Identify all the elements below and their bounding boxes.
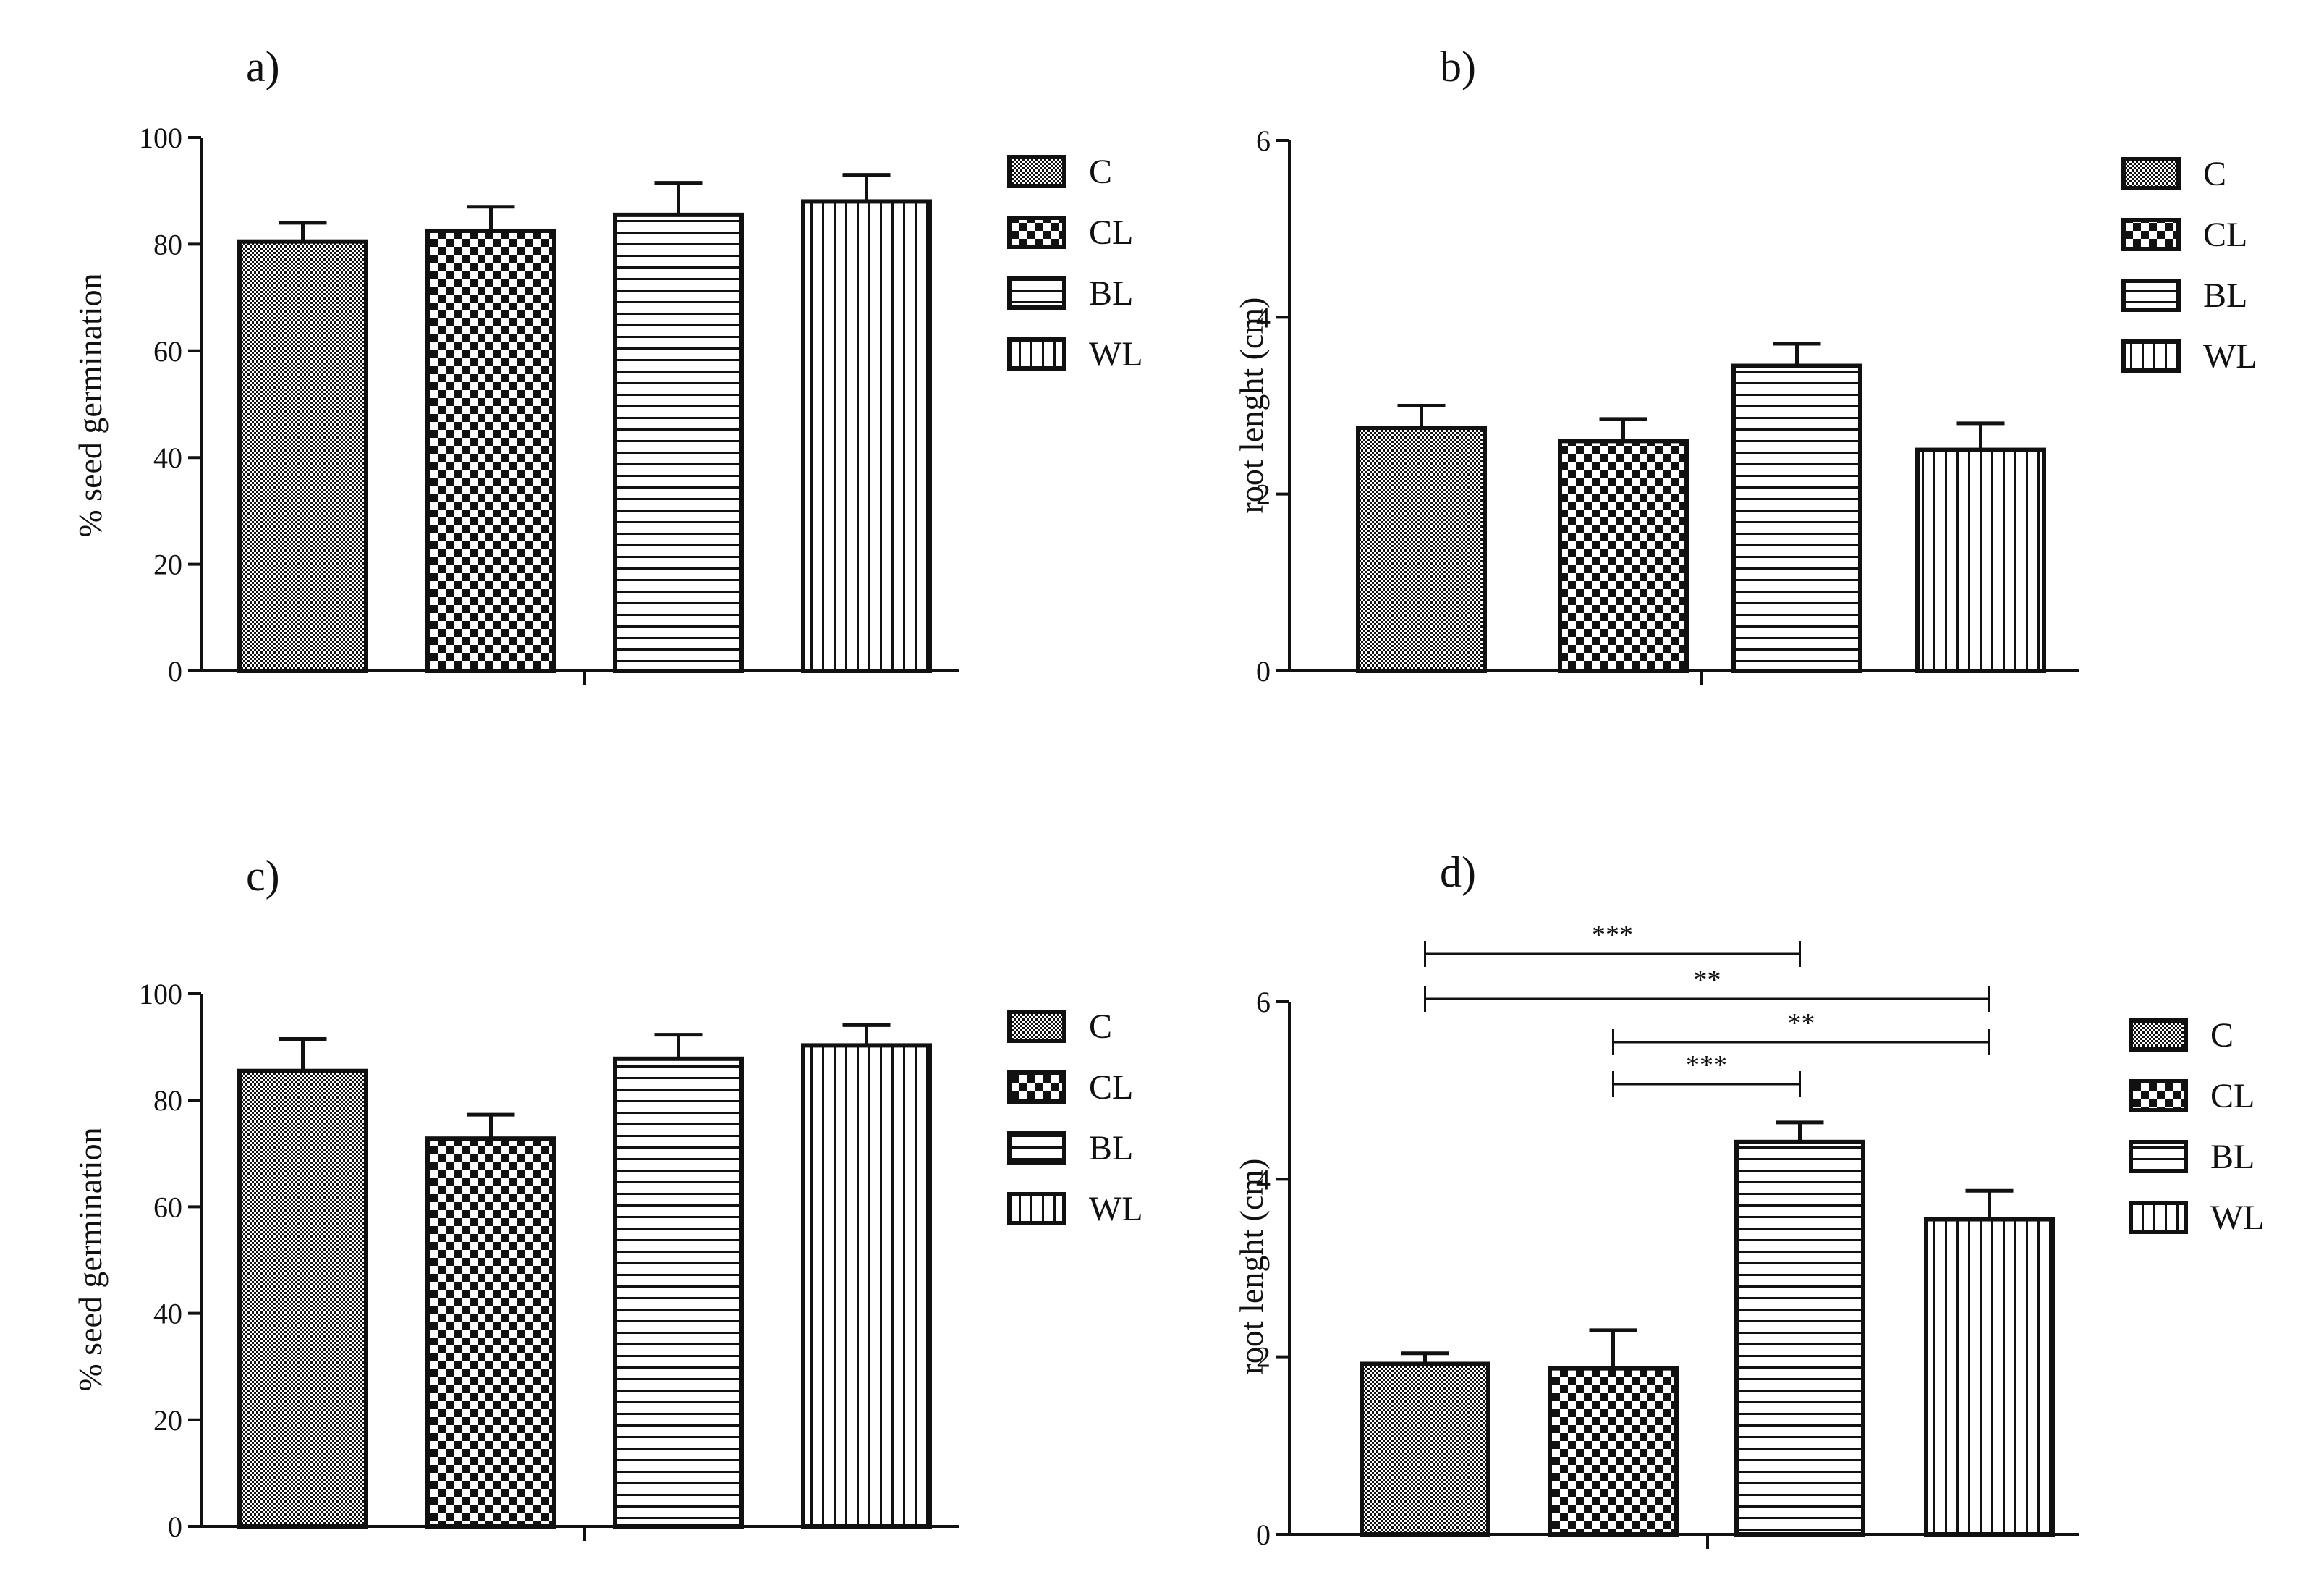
- y-tick-label: 20: [153, 549, 182, 581]
- legend-label-WL: WL: [1089, 1190, 1143, 1228]
- significance-bracket: **: [1612, 1008, 1990, 1055]
- y-tick-label: 2: [1256, 1341, 1271, 1374]
- legend: C CL BL WL: [2121, 155, 2257, 376]
- bar-C: [1356, 426, 1487, 674]
- bar-BL: [1734, 1139, 1865, 1537]
- legend-swatch-WL: [2121, 339, 2181, 373]
- y-tick-label: 40: [153, 1298, 182, 1330]
- legend-swatch-WL: [1007, 337, 1066, 371]
- legend-swatch-CL: [2121, 218, 2181, 251]
- legend-swatch-C: [2121, 157, 2181, 190]
- y-axis-title: root lenght (cm): [1233, 297, 1270, 514]
- bar-CL: [1548, 1366, 1679, 1537]
- legend-label-C: C: [1089, 1007, 1112, 1046]
- legend-label-C: C: [2203, 155, 2226, 193]
- y-tick-label: 4: [1256, 301, 1271, 334]
- chart-panel-b: b) 0 2 4 6 root lenght (cm) C CL BL WL: [1233, 43, 2257, 688]
- legend-label-CL: CL: [2210, 1077, 2255, 1115]
- chart-panel-c: c) 0 20 40 60 80 100 % seed germination C CL BL WL: [72, 852, 1143, 1543]
- y-axis-title: % seed germination: [72, 273, 109, 537]
- bar-WL: [1924, 1217, 2055, 1537]
- bar-BL: [613, 212, 744, 673]
- legend-label-BL: BL: [1089, 1129, 1133, 1167]
- legend-label-C: C: [1089, 153, 1112, 191]
- legend-swatch-BL: [2129, 1140, 2188, 1173]
- panel-label: b): [1440, 43, 1476, 90]
- y-tick-label: 60: [153, 335, 182, 368]
- bar-C: [1360, 1361, 1490, 1537]
- legend-label-WL: WL: [1089, 335, 1143, 373]
- legend-swatch-BL: [2121, 279, 2181, 312]
- significance-label: **: [1694, 965, 1721, 995]
- legend: C CL BL WL: [1007, 1007, 1143, 1228]
- y-axis-title: root lenght (cm): [1233, 1159, 1270, 1375]
- bar-C: [237, 239, 368, 673]
- y-tick-label: 40: [153, 441, 182, 474]
- y-axis-title: % seed germination: [72, 1127, 109, 1391]
- y-tick-label: 80: [153, 228, 182, 261]
- legend-label-BL: BL: [1089, 274, 1133, 313]
- y-tick-label: 100: [139, 978, 182, 1010]
- significance-bracket: **: [1424, 965, 1990, 1012]
- bar-BL: [1731, 363, 1862, 673]
- legend-label-BL: BL: [2210, 1138, 2255, 1176]
- significance-bracket: ***: [1612, 1050, 1801, 1097]
- panel-label: c): [246, 852, 280, 900]
- y-tick-label: 0: [1256, 655, 1271, 688]
- bar-WL: [801, 1043, 932, 1529]
- legend-label-CL: CL: [1089, 1068, 1133, 1107]
- y-tick-label: 0: [1256, 1518, 1271, 1551]
- y-tick-label: 100: [139, 122, 182, 154]
- bar-WL: [1915, 447, 2046, 673]
- legend-swatch-CL: [1007, 216, 1066, 249]
- y-tick-label: 20: [153, 1404, 182, 1437]
- legend-swatch-WL: [2129, 1201, 2188, 1234]
- bar-CL: [1558, 439, 1689, 673]
- bar-CL: [425, 1136, 556, 1529]
- y-tick-label: 80: [153, 1084, 182, 1117]
- significance-label: ***: [1592, 920, 1633, 950]
- legend-label-BL: BL: [2203, 276, 2247, 315]
- significance-bracket: ***: [1424, 920, 1801, 967]
- bar-CL: [425, 228, 556, 674]
- y-tick-label: 60: [153, 1191, 182, 1223]
- bar-BL: [613, 1056, 744, 1529]
- legend: C CL BL WL: [1007, 153, 1143, 373]
- y-tick-label: 6: [1256, 124, 1271, 157]
- legend-label-WL: WL: [2203, 337, 2257, 376]
- y-tick-label: 6: [1256, 986, 1271, 1018]
- bar-C: [237, 1068, 368, 1529]
- legend-label-WL: WL: [2210, 1199, 2265, 1237]
- legend-swatch-CL: [1007, 1070, 1066, 1104]
- legend-swatch-BL: [1007, 1131, 1066, 1165]
- y-tick-label: 0: [168, 1510, 182, 1543]
- legend-swatch-WL: [1007, 1192, 1066, 1225]
- panel-label: a): [246, 43, 280, 90]
- significance-label: ***: [1686, 1050, 1727, 1081]
- legend-swatch-BL: [1007, 276, 1066, 310]
- chart-panel-a: a) 0 20 40 60 80 100 % seed germination C CL BL WL: [72, 43, 1143, 688]
- significance-label: **: [1788, 1008, 1815, 1039]
- legend-label-CL: CL: [1089, 214, 1133, 252]
- legend: C CL BL WL: [2129, 1016, 2265, 1237]
- panel-label: d): [1440, 848, 1476, 896]
- bar-WL: [801, 199, 932, 673]
- y-tick-label: 2: [1256, 478, 1271, 511]
- y-tick-label: 4: [1256, 1163, 1271, 1196]
- y-tick-label: 0: [168, 655, 182, 688]
- legend-swatch-C: [1007, 155, 1066, 188]
- legend-label-C: C: [2210, 1016, 2234, 1055]
- legend-swatch-CL: [2129, 1079, 2188, 1112]
- legend-swatch-C: [2129, 1018, 2188, 1052]
- legend-swatch-C: [1007, 1010, 1066, 1043]
- legend-label-CL: CL: [2203, 216, 2247, 254]
